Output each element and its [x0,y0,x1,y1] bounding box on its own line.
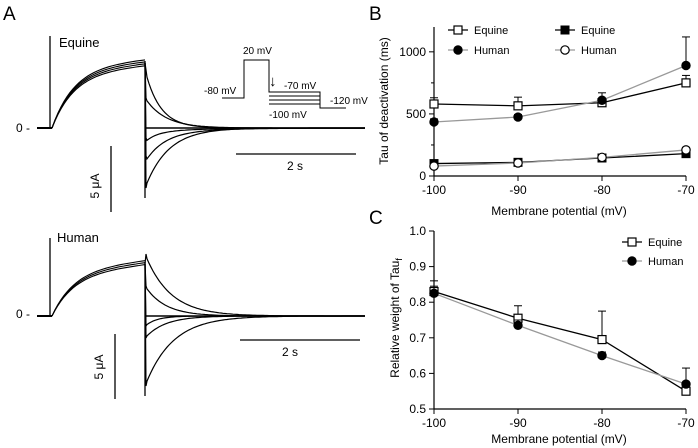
data-point [597,350,607,361]
data-point [681,60,691,71]
x-tick-label: -80 [593,416,611,430]
human-current-traces [37,238,365,396]
legend-marker [560,45,570,55]
data-point [429,99,439,109]
legend-marker [627,256,637,266]
panel-a: Equine Human 0 - 0 - 5 μA 2 s 5 μA 2 s -… [16,35,368,399]
x-tick-label: -70 [677,183,695,197]
data-point [429,117,439,127]
y-tick-label: 500 [406,107,426,121]
legend-marker [627,237,637,247]
tail-current-trace [144,263,365,387]
legend-label: Equine [474,25,508,37]
legend: Equine Human Equine Human [448,25,616,57]
legend-label: Equine [581,25,615,37]
time-scale-label-top: 2 s [287,159,303,173]
data-point [429,161,439,171]
y-axis-label: Tau of deactivation (ms) [377,37,391,164]
zero-current-label-bottom: 0 - [16,307,30,321]
protocol-trace [222,59,346,109]
data-point [681,379,691,389]
tau-deactivation-chart: 0 500 1000 -100 -90 -80 -70 Tau of deactivatio… [377,25,695,218]
series-line [433,64,687,123]
panel-letter-c: C [369,208,383,229]
equine-current-traces [37,36,366,198]
current-scale-label-top: 5 μA [88,174,102,199]
data-point [513,320,523,331]
weight-series-group [429,280,691,396]
data-point [597,152,607,163]
y-tick-label: 0.6 [409,366,426,380]
legend: Equine Human [622,237,683,268]
x-tick-label: -70 [677,416,695,430]
relative-weight-chart: 0.5 0.6 0.7 0.8 0.9 1.0 -100 -90 -80 -70 Relative… [388,224,695,446]
x-tick-label: -90 [509,416,527,430]
x-axis-label: Membrane potential (mV) [491,204,626,218]
x-tick-label: -100 [422,416,446,430]
tau-series-group [429,36,691,171]
activation-trace [51,59,146,129]
data-point [681,145,691,155]
series-line [433,290,687,392]
activation-trace [51,61,146,129]
panel-letter-b: B [369,4,382,25]
legend-label: Human [474,45,509,57]
data-point [513,112,523,122]
x-tick-label: -80 [593,183,611,197]
data-point [681,78,691,88]
legend-marker [453,45,463,55]
tail-current-trace [144,253,365,317]
legend-marker [453,25,463,35]
time-scale-label-bottom: 2 s [282,345,298,359]
activation-trace [51,65,146,129]
tail-current-trace [144,62,365,189]
tail-current-trace [144,62,365,161]
y-axis-label-subscript: f [394,258,404,261]
zero-current-label-top: 0 - [16,121,30,135]
protocol-bottom-label: -100 mV [269,110,307,121]
protocol-step-label: 20 mV [243,46,272,57]
activation-trace [51,260,146,317]
protocol-hold-label: -80 mV [204,86,237,97]
human-trace-label: Human [57,230,99,245]
y-tick-label: 0 [419,169,426,183]
activation-trace [51,63,146,129]
series-line [433,153,687,165]
y-axis-label-text: Relative weight of Tau [388,261,402,378]
y-tick-label: 0.8 [409,295,426,309]
data-point [513,101,523,111]
y-axis-label: Relative weight of Tauf [388,258,404,378]
tail-current-trace [144,263,365,317]
y-tick-label: 0.9 [409,260,426,274]
legend-label: Human [648,256,683,268]
legend-label: Equine [648,237,682,249]
legend-label: Human [581,45,616,57]
activation-trace [51,264,146,317]
y-tick-label: 1000 [399,45,426,59]
data-point [597,95,607,105]
series-line [433,149,687,167]
voltage-protocol [222,59,346,109]
data-point [513,158,523,168]
protocol-arrow: ↓ [269,73,277,90]
data-point [597,334,607,345]
x-tick-label: -90 [509,183,527,197]
y-tick-label: 0.5 [409,402,426,416]
y-tick-label: 1.0 [409,224,426,238]
data-point [429,288,439,298]
legend-marker [560,25,570,35]
activation-trace [51,262,146,317]
x-tick-label: -100 [422,183,446,197]
equine-trace-label: Equine [59,35,99,50]
series-line [433,82,687,107]
protocol-lowest-label: -120 mV [330,96,368,107]
panel-letter-a: A [3,4,16,25]
x-axis-label: Membrane potential (mV) [491,432,626,446]
protocol-top-label: -70 mV [284,81,317,92]
current-scale-label-bottom: 5 μA [92,355,106,380]
series-line [433,292,687,385]
y-tick-label: 0.7 [409,331,426,345]
tail-current-trace [144,263,365,339]
